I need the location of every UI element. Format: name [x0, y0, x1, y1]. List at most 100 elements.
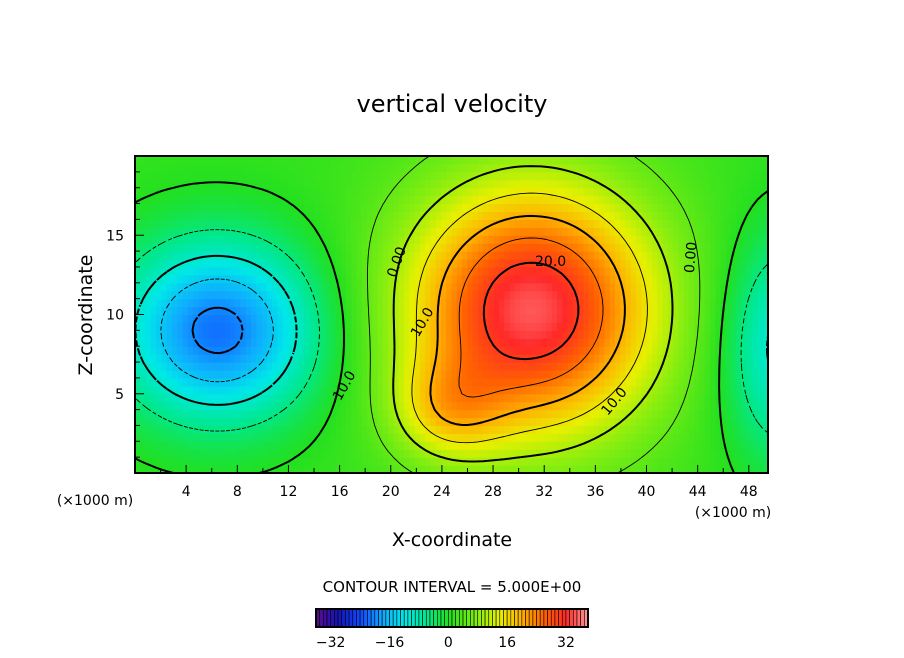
- heat-cell: [166, 393, 173, 403]
- heat-cell: [746, 441, 753, 450]
- heat-cell: [472, 449, 479, 458]
- heat-cell: [330, 219, 337, 228]
- heat-cell: [430, 274, 437, 284]
- heat-cell: [699, 322, 706, 331]
- heat-cell: [361, 156, 368, 165]
- heat-cell: [140, 401, 147, 411]
- heat-cell: [472, 338, 479, 347]
- heat-cell: [630, 330, 637, 339]
- heat-cell: [731, 282, 737, 292]
- heat-cell: [367, 187, 373, 197]
- heat-cell: [567, 235, 574, 244]
- heat-cell: [615, 385, 621, 395]
- heat-cell: [488, 243, 495, 252]
- heat-cell: [361, 369, 368, 379]
- heat-cell: [720, 282, 727, 292]
- colorbar-segment: [326, 608, 332, 628]
- heat-cell: [372, 346, 379, 355]
- heat-cell: [599, 385, 606, 395]
- heat-cell: [736, 441, 743, 450]
- heat-cell: [324, 156, 331, 165]
- heat-cell: [673, 457, 679, 466]
- heat-cell: [583, 187, 590, 197]
- heat-cell: [198, 187, 205, 197]
- heat-cell: [588, 219, 595, 228]
- heat-cell: [367, 243, 373, 252]
- heat-cell: [535, 385, 542, 395]
- heat-cell: [472, 187, 479, 197]
- heat-cell: [398, 417, 405, 427]
- heat-cell: [393, 163, 400, 173]
- heat-cell: [562, 251, 569, 260]
- heat-cell: [335, 227, 342, 236]
- heat-cell: [741, 203, 748, 213]
- heat-cell: [694, 251, 701, 260]
- heat-cell: [388, 314, 395, 324]
- heat-cell: [382, 354, 389, 363]
- heat-cell: [725, 369, 732, 379]
- heat-cell: [646, 282, 653, 292]
- heat-cell: [240, 338, 247, 347]
- heat-cell: [520, 306, 526, 316]
- heat-cell: [382, 417, 389, 427]
- heat-cell: [588, 409, 595, 419]
- heat-cell: [446, 274, 453, 284]
- heat-cell: [525, 369, 532, 379]
- heat-cell: [715, 457, 722, 466]
- heat-cell: [287, 171, 294, 181]
- heat-cell: [593, 243, 600, 252]
- heat-cell: [224, 163, 231, 173]
- heat-cell: [393, 235, 400, 244]
- heat-cell: [171, 385, 178, 395]
- heat-cell: [757, 417, 764, 427]
- heat-cell: [414, 409, 421, 419]
- heat-cell: [715, 171, 722, 181]
- heat-cell: [636, 179, 642, 189]
- colorbar-segment: [525, 608, 530, 628]
- heat-cell: [762, 211, 769, 220]
- heat-cell: [330, 274, 337, 284]
- heat-cell: [256, 425, 263, 434]
- heat-cell: [229, 290, 236, 300]
- heat-cell: [546, 290, 553, 300]
- heat-cell: [615, 179, 621, 189]
- heat-cell: [535, 298, 542, 308]
- heat-cell: [171, 179, 178, 189]
- heat-cell: [435, 465, 442, 474]
- heat-cell: [657, 457, 664, 466]
- heat-cell: [683, 417, 690, 427]
- heat-cell: [498, 401, 505, 411]
- heat-cell: [161, 346, 168, 355]
- heat-cell: [746, 457, 753, 466]
- heat-cell: [694, 298, 701, 308]
- heat-cell: [530, 203, 537, 213]
- heat-cell: [504, 290, 511, 300]
- heat-cell: [287, 346, 294, 355]
- heat-cell: [440, 401, 447, 411]
- heat-cell: [293, 369, 300, 379]
- heat-cell: [746, 362, 753, 371]
- heat-cell: [251, 465, 257, 474]
- heat-cell: [467, 393, 474, 403]
- heat-cell: [615, 401, 621, 411]
- heat-cell: [251, 282, 257, 292]
- heat-cell: [557, 211, 563, 220]
- heat-cell: [615, 465, 621, 474]
- heat-cell: [240, 290, 247, 300]
- heat-cell: [393, 227, 400, 236]
- heat-cell: [583, 449, 590, 458]
- colorbar-segment: [499, 608, 504, 628]
- heat-cell: [171, 171, 178, 181]
- heat-cell: [588, 282, 595, 292]
- heat-cell: [620, 274, 627, 284]
- heat-cell: [546, 187, 553, 197]
- heat-cell: [135, 282, 141, 292]
- heat-cell: [245, 163, 252, 173]
- heat-cell: [182, 338, 189, 347]
- heat-cell: [725, 259, 732, 268]
- heat-cell: [266, 449, 273, 458]
- heat-cell: [156, 195, 162, 205]
- heat-cell: [477, 401, 484, 411]
- heat-cell: [578, 251, 584, 260]
- heat-cell: [346, 266, 352, 276]
